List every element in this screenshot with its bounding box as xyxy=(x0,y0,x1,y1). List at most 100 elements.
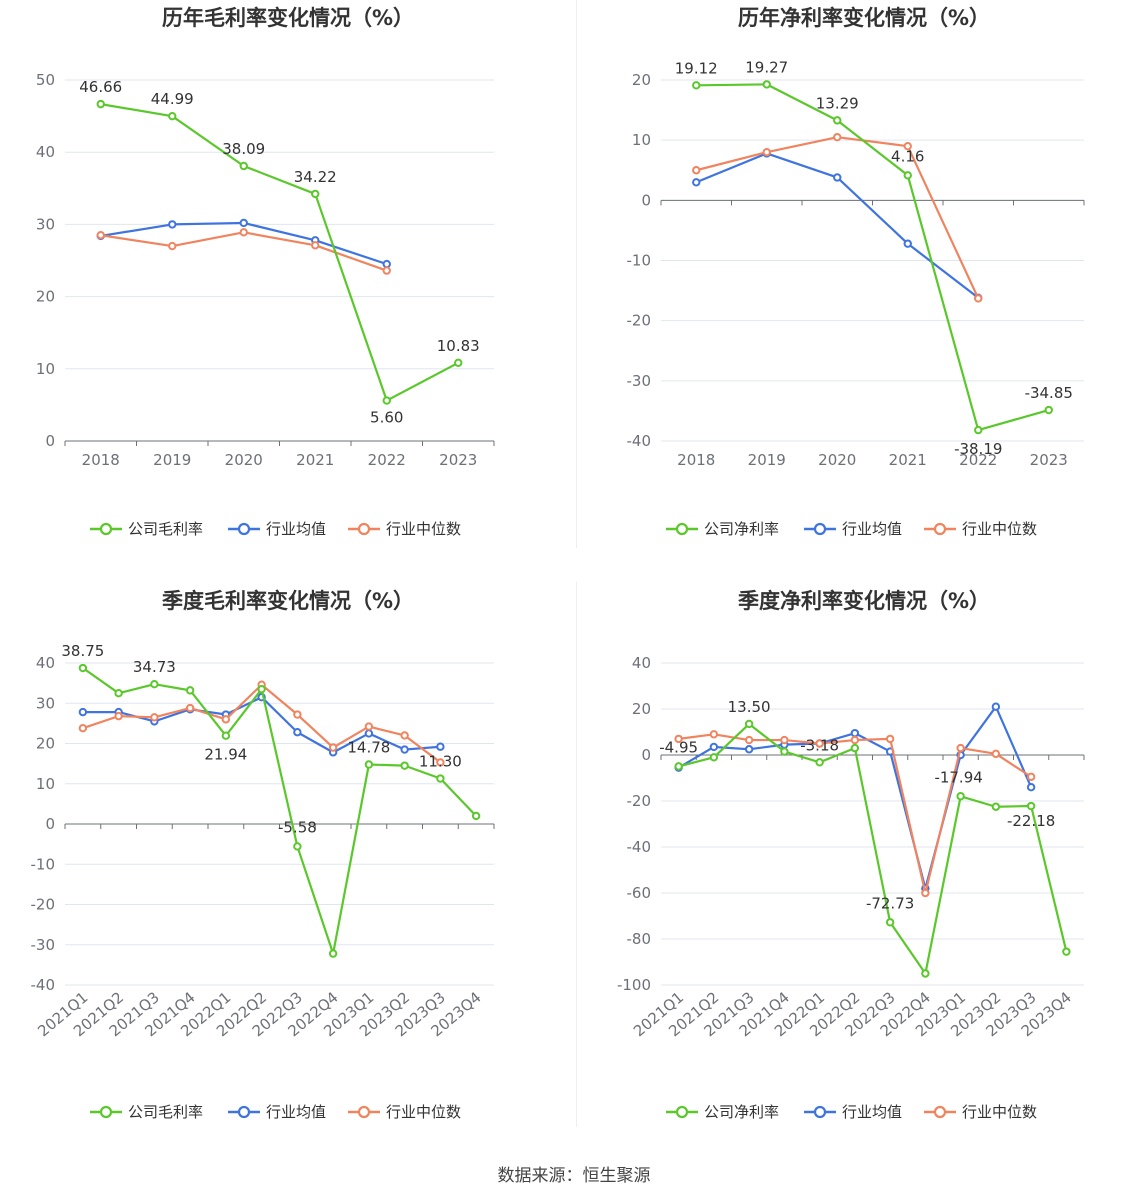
legend-item-industry_median[interactable]: 行业中位数 xyxy=(924,1103,1037,1121)
legend-item-company[interactable]: 公司净利率 xyxy=(666,520,779,538)
company-data-point[interactable] xyxy=(1062,947,1071,956)
legend-item-industry_avg[interactable]: 行业均值 xyxy=(228,520,326,538)
y-tick-label: 50 xyxy=(36,71,55,89)
industry_median-data-point[interactable] xyxy=(382,266,391,275)
industry_median-data-point[interactable] xyxy=(921,888,930,898)
company-series-line xyxy=(100,103,459,402)
industry_median-data-point[interactable] xyxy=(709,730,719,739)
industry_avg-data-point[interactable] xyxy=(239,218,248,228)
industry_avg-data-point[interactable] xyxy=(78,707,88,717)
industry_median-data-point[interactable] xyxy=(311,241,320,250)
company-data-point[interactable] xyxy=(815,758,824,767)
legend-item-industry_avg[interactable]: 行业均值 xyxy=(804,520,902,538)
company-data-point[interactable] xyxy=(150,680,159,689)
company-data-point[interactable] xyxy=(382,396,391,405)
x-tick-label: 2020 xyxy=(225,451,263,469)
company-data-point[interactable] xyxy=(921,969,930,978)
company-data-point[interactable] xyxy=(991,802,1001,811)
company-data-point[interactable] xyxy=(78,663,88,673)
industry_median-data-point[interactable] xyxy=(692,166,701,175)
company-data-point[interactable] xyxy=(762,80,771,89)
industry_median-data-point[interactable] xyxy=(168,241,177,251)
industry_avg-data-point[interactable] xyxy=(364,729,374,738)
company-data-point[interactable] xyxy=(257,684,266,694)
company-data-point[interactable] xyxy=(185,686,195,695)
industry_median-data-point[interactable] xyxy=(328,743,338,752)
legend-item-industry_avg[interactable]: 行业均值 xyxy=(228,1103,326,1121)
company-data-point[interactable] xyxy=(239,161,248,171)
x-tick-label: 2019 xyxy=(748,451,786,469)
legend-item-company[interactable]: 公司毛利率 xyxy=(90,1103,203,1121)
industry_avg-data-point[interactable] xyxy=(400,745,409,754)
company-data-point[interactable] xyxy=(114,688,123,698)
company-data-point[interactable] xyxy=(364,760,374,769)
legend-item-company[interactable]: 公司净利率 xyxy=(666,1103,779,1121)
industry_avg-data-point[interactable] xyxy=(991,702,1001,711)
company-data-point[interactable] xyxy=(221,731,231,740)
industry_median-data-point[interactable] xyxy=(364,722,374,731)
industry_median-data-point[interactable] xyxy=(96,231,105,240)
industry_median-data-point[interactable] xyxy=(674,734,683,744)
industry_avg-data-point[interactable] xyxy=(744,745,754,754)
industry_avg-data-point[interactable] xyxy=(903,239,912,248)
company-data-point[interactable] xyxy=(293,842,302,851)
company-data-point[interactable] xyxy=(709,753,719,762)
industry_avg-data-point[interactable] xyxy=(293,728,302,737)
company-data-point[interactable] xyxy=(471,811,481,821)
company-data-point[interactable] xyxy=(328,949,338,958)
industry_median-data-point[interactable] xyxy=(833,132,842,142)
industry_median-data-point[interactable] xyxy=(293,710,302,719)
industry_avg-data-point[interactable] xyxy=(382,259,391,269)
industry_avg-data-point[interactable] xyxy=(436,742,445,751)
company-data-point[interactable] xyxy=(885,918,895,927)
company-data-point[interactable] xyxy=(833,116,842,125)
industry_median-data-point[interactable] xyxy=(150,713,159,722)
legend-item-industry_median[interactable]: 行业中位数 xyxy=(348,520,461,538)
industry_avg-data-point[interactable] xyxy=(850,728,860,738)
industry_median-data-point[interactable] xyxy=(1026,772,1036,782)
industry_median-data-point[interactable] xyxy=(744,735,754,745)
company-data-point[interactable] xyxy=(974,425,983,435)
company-data-point[interactable] xyxy=(956,792,965,801)
industry_avg-data-point[interactable] xyxy=(168,220,177,229)
legend-item-industry_avg[interactable]: 行业均值 xyxy=(804,1103,902,1121)
company-data-point[interactable] xyxy=(168,111,177,121)
industry_median-data-point[interactable] xyxy=(239,228,248,237)
industry_median-data-point[interactable] xyxy=(780,735,789,745)
legend-marker xyxy=(99,522,113,536)
industry_median-data-point[interactable] xyxy=(956,743,965,753)
legend-item-company[interactable]: 公司毛利率 xyxy=(90,520,203,538)
industry_median-data-point[interactable] xyxy=(400,731,409,740)
company-data-point[interactable] xyxy=(780,747,789,756)
industry_median-data-point[interactable] xyxy=(885,734,895,744)
company-data-point[interactable] xyxy=(454,358,463,368)
company-data-point[interactable] xyxy=(311,189,320,199)
industry_avg-data-point[interactable] xyxy=(1026,783,1036,792)
industry_median-data-point[interactable] xyxy=(436,758,445,767)
legend-item-industry_median[interactable]: 行业中位数 xyxy=(348,1103,461,1121)
industry_median-data-point[interactable] xyxy=(221,715,231,724)
industry_avg-data-point[interactable] xyxy=(692,178,701,187)
company-data-point[interactable] xyxy=(744,719,754,729)
company-data-point[interactable] xyxy=(674,762,683,771)
company-data-point[interactable] xyxy=(400,761,409,770)
industry_median-data-point[interactable] xyxy=(114,711,123,721)
company-data-point[interactable] xyxy=(850,743,860,753)
industry_median-data-point[interactable] xyxy=(991,749,1001,759)
company-data-point[interactable] xyxy=(436,774,445,783)
industry_median-data-point[interactable] xyxy=(903,141,912,151)
industry_median-data-point[interactable] xyxy=(815,739,824,748)
company-data-point[interactable] xyxy=(903,171,912,180)
industry_median-data-point[interactable] xyxy=(185,703,195,713)
industry_median-data-point[interactable] xyxy=(850,735,860,745)
industry_median-data-point[interactable] xyxy=(974,294,983,303)
legend-item-industry_median[interactable]: 行业中位数 xyxy=(924,520,1037,538)
industry_avg-data-point[interactable] xyxy=(833,173,842,182)
industry_median-data-point[interactable] xyxy=(78,724,88,733)
industry_median-data-point[interactable] xyxy=(762,148,771,157)
company-data-point[interactable] xyxy=(692,81,701,90)
industry_avg-data-point[interactable] xyxy=(709,742,719,752)
company-data-point[interactable] xyxy=(1044,405,1053,415)
company-data-point[interactable] xyxy=(96,99,105,109)
company-data-point[interactable] xyxy=(1026,801,1036,811)
